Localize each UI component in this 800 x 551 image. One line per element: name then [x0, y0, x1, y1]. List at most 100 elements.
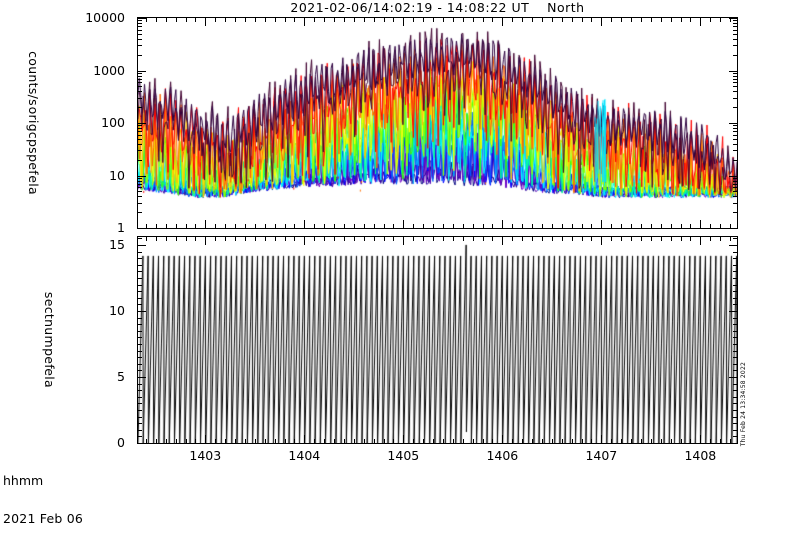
tick-mark	[146, 237, 147, 241]
tick-mark	[733, 134, 737, 136]
tick-mark	[502, 435, 503, 443]
tick-mark	[235, 224, 236, 228]
tick-mark	[492, 18, 493, 22]
xtick-label: 1403	[189, 448, 222, 463]
tick-mark	[631, 18, 632, 22]
time-axis-corner-label: hhmm 2021 Feb 06	[3, 450, 83, 550]
tick-mark	[138, 291, 142, 293]
tick-mark	[294, 224, 295, 228]
tick-mark	[138, 324, 142, 326]
tick-mark	[205, 18, 206, 26]
tick-mark	[651, 224, 652, 228]
ytick-label: 10	[109, 302, 125, 318]
tick-mark	[176, 439, 177, 443]
tick-mark	[138, 125, 142, 127]
tick-mark	[205, 220, 206, 228]
tick-mark	[384, 237, 385, 241]
tick-mark	[186, 439, 187, 443]
tick-mark	[733, 363, 737, 365]
tick-mark	[729, 123, 737, 124]
tick-mark	[733, 196, 737, 198]
tick-mark	[138, 238, 142, 240]
tick-mark	[215, 18, 216, 22]
tick-mark	[334, 439, 335, 443]
tick-mark	[275, 439, 276, 443]
tick-mark	[532, 18, 533, 22]
tick-mark	[413, 237, 414, 241]
tick-mark	[138, 18, 146, 19]
tick-mark	[334, 18, 335, 22]
tick-mark	[443, 224, 444, 228]
tick-mark	[733, 54, 737, 56]
axis-title-word-1: pef	[42, 347, 57, 369]
tick-mark	[285, 224, 286, 228]
tick-mark	[138, 159, 142, 161]
tick-mark	[413, 439, 414, 443]
tick-mark	[710, 237, 711, 241]
tick-mark	[552, 18, 553, 22]
tick-mark	[344, 237, 345, 241]
tick-mark	[138, 177, 142, 179]
tick-mark	[611, 18, 612, 22]
tick-mark	[661, 237, 662, 241]
tick-mark	[255, 224, 256, 228]
tick-mark	[733, 125, 737, 127]
tick-mark	[651, 18, 652, 22]
tick-mark	[205, 435, 206, 443]
tick-mark	[473, 237, 474, 241]
tick-mark	[729, 443, 737, 444]
tick-mark	[354, 237, 355, 241]
tick-mark	[215, 237, 216, 241]
tick-mark	[146, 224, 147, 228]
tick-mark	[733, 131, 737, 133]
tick-mark	[512, 439, 513, 443]
tick-mark	[324, 237, 325, 241]
tick-mark	[631, 224, 632, 228]
tick-mark	[729, 376, 737, 378]
axis-title-word-2: sectnum	[42, 291, 57, 348]
tick-mark	[138, 416, 142, 418]
tick-mark	[453, 18, 454, 22]
tick-mark	[334, 237, 335, 241]
tick-mark	[681, 18, 682, 22]
tick-mark	[591, 237, 592, 241]
tick-mark	[562, 224, 563, 228]
tick-mark	[473, 439, 474, 443]
tick-mark	[255, 237, 256, 241]
tick-mark	[453, 439, 454, 443]
tick-mark	[552, 237, 553, 241]
tick-mark	[733, 212, 737, 214]
tick-mark	[186, 18, 187, 22]
tick-mark	[641, 237, 642, 241]
tick-mark	[733, 436, 737, 438]
tick-mark	[733, 202, 737, 204]
tick-mark	[138, 304, 142, 306]
tick-mark	[443, 237, 444, 241]
tick-mark	[729, 228, 737, 229]
tick-mark	[374, 237, 375, 241]
tick-mark	[374, 18, 375, 22]
tick-mark	[733, 238, 737, 240]
tick-mark	[591, 18, 592, 22]
tick-mark	[138, 271, 142, 273]
tick-mark	[562, 18, 563, 22]
tick-mark	[138, 403, 142, 405]
tick-mark	[138, 436, 142, 438]
tick-mark	[384, 18, 385, 22]
tick-mark	[733, 251, 737, 253]
tick-mark	[601, 220, 602, 228]
ytick-label: 10000	[85, 10, 125, 25]
tick-mark	[334, 224, 335, 228]
tick-mark	[344, 224, 345, 228]
tick-mark	[265, 224, 266, 228]
tick-mark	[661, 439, 662, 443]
tick-mark	[681, 224, 682, 228]
tick-mark	[733, 138, 737, 140]
ytick-label: 10	[109, 167, 125, 183]
tick-mark	[601, 237, 602, 245]
tick-mark	[641, 18, 642, 22]
ytick-label: 15	[109, 236, 125, 252]
tick-mark	[275, 18, 276, 22]
panel-bottom-ytick-labels: 15 10 5 0	[0, 236, 131, 449]
tick-mark	[225, 224, 226, 228]
